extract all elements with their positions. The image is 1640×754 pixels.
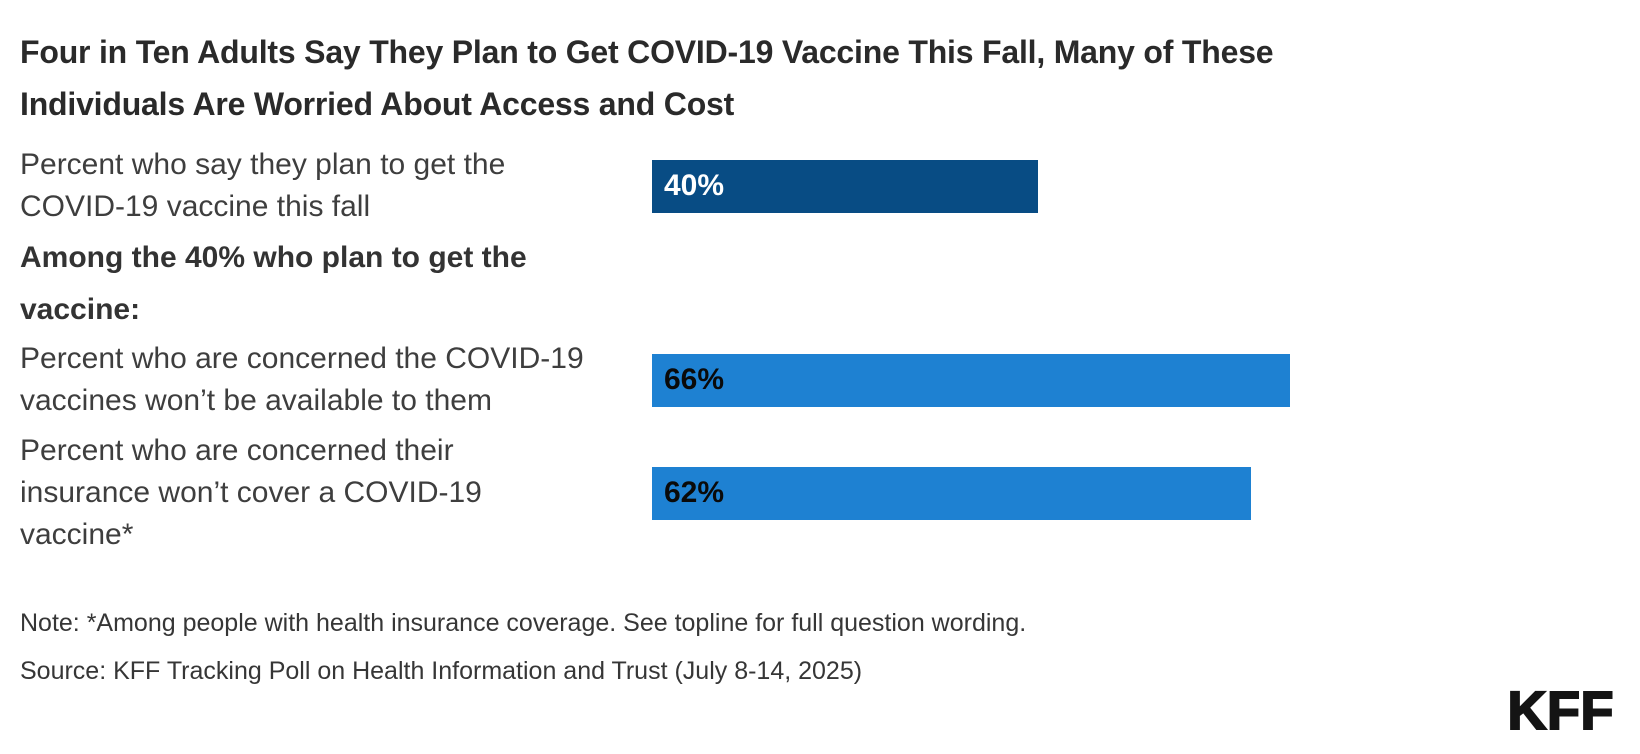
footnote: Note: *Among people with health insuranc… [20, 609, 1027, 637]
bar-value-label: 62% [664, 476, 725, 509]
chart-section-heading-row: Among the 40% who plan to get the vaccine… [20, 232, 1618, 336]
bar-chart: Percent who say they plan to get the COVI… [20, 140, 1618, 562]
chart-row-plan-to-get: Percent who say they plan to get the COVI… [20, 140, 1618, 232]
bar-insurance-concern: 62% [652, 466, 1251, 520]
row-label-insurance-concern: Percent who are concerned their insurance… [20, 434, 482, 551]
chart-row-insurance-concern: Percent who are concerned their insurance… [20, 424, 1618, 562]
row-label-availability-concern: Percent who are concerned the COVID-19 va… [20, 342, 584, 417]
bar-value-label: 40% [664, 169, 725, 202]
source-citation: Source: KFF Tracking Poll on Health Info… [20, 657, 863, 685]
bar-track: 62% [652, 466, 1618, 520]
chart-row-availability-concern: Percent who are concerned the COVID-19 va… [20, 336, 1618, 424]
bar-track: 40% [652, 159, 1618, 213]
row-label-plan-to-get: Percent who say they plan to get the COVI… [20, 148, 506, 223]
bar-availability-concern: 66% [652, 353, 1290, 407]
bar-plan-to-get: 40% [652, 159, 1039, 213]
page-title: Four in Ten Adults Say They Plan to Get … [20, 34, 1274, 122]
bar-value-label: 66% [664, 363, 725, 396]
chart-footer: Note: *Among people with health insuranc… [20, 606, 1620, 688]
section-heading: Among the 40% who plan to get the vaccine… [20, 241, 527, 326]
kff-logo: KFF [1507, 680, 1615, 742]
bar-track: 66% [652, 353, 1618, 407]
